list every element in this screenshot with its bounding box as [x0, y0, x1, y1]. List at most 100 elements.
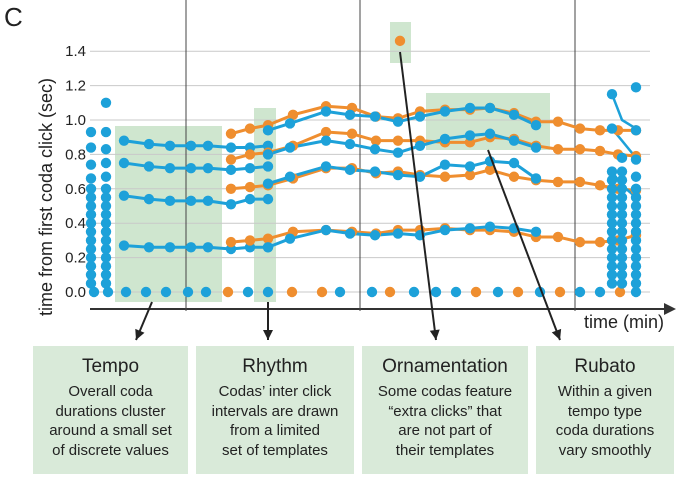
- data-point: [369, 230, 381, 241]
- data-point: [320, 224, 332, 236]
- data-point: [100, 243, 112, 255]
- data-point: [100, 126, 112, 138]
- data-point: [262, 286, 274, 298]
- data-point: [616, 152, 628, 164]
- card-title: Tempo: [81, 356, 140, 377]
- data-point: [85, 159, 97, 170]
- card-line: around a small set: [49, 422, 172, 439]
- data-point: [606, 261, 618, 272]
- data-point: [370, 135, 382, 146]
- data-point: [262, 178, 274, 189]
- data-point: [630, 209, 642, 220]
- data-point: [484, 102, 496, 114]
- data-point: [508, 135, 520, 146]
- card-line: are not part of: [398, 422, 492, 439]
- data-point: [439, 106, 451, 117]
- data-point: [284, 233, 296, 244]
- data-point: [85, 209, 97, 220]
- data-point: [616, 261, 628, 272]
- data-point: [630, 235, 642, 246]
- data-point: [574, 236, 586, 248]
- data-point: [344, 164, 356, 176]
- data-point: [616, 243, 628, 255]
- arrowhead: [551, 328, 562, 340]
- data-point: [320, 126, 332, 138]
- data-point: [320, 161, 332, 172]
- arrowhead: [263, 330, 273, 340]
- data-point: [262, 125, 274, 136]
- data-point: [616, 226, 628, 237]
- data-point: [616, 209, 628, 220]
- data-point: [606, 226, 618, 237]
- data-point: [616, 175, 628, 186]
- data-point: [164, 242, 176, 253]
- data-point: [439, 224, 451, 236]
- data-point: [100, 200, 112, 212]
- card-title: Rubato: [574, 356, 636, 377]
- data-point: [143, 193, 155, 205]
- data-point: [143, 161, 155, 172]
- data-point: [222, 286, 234, 298]
- data-point: [262, 242, 274, 253]
- card-line: Some codas feature: [377, 383, 513, 400]
- data-point: [594, 125, 606, 136]
- data-point: [606, 89, 618, 100]
- data-point: [630, 192, 642, 203]
- card-line: Overall coda: [68, 383, 153, 400]
- card-line: Within a given: [557, 383, 653, 400]
- data-point: [225, 236, 237, 248]
- data-point: [242, 286, 254, 298]
- card-tempo: Tempo Overall coda durations cluster aro…: [33, 346, 188, 474]
- data-point: [530, 142, 542, 153]
- data-point: [100, 183, 112, 194]
- data-point: [616, 183, 628, 194]
- data-point: [225, 154, 237, 165]
- data-point: [85, 261, 97, 272]
- data-point: [262, 149, 274, 160]
- card-line: of discrete values: [52, 441, 169, 459]
- data-point: [320, 106, 332, 117]
- y-tick-label: 0.6: [65, 181, 86, 198]
- data-point: [85, 142, 97, 153]
- data-point: [606, 192, 618, 203]
- data-point: [512, 286, 524, 298]
- data-point: [225, 199, 237, 210]
- data-point: [630, 125, 642, 136]
- section-dividers: [185, 0, 576, 311]
- data-point: [484, 164, 496, 176]
- data-point: [439, 159, 451, 170]
- y-tick-label: 1.4: [65, 43, 86, 60]
- data-point: [85, 243, 97, 255]
- data-point: [244, 149, 256, 160]
- panel-label: C: [4, 2, 23, 32]
- y-tick-label: 0.2: [65, 250, 86, 267]
- data-point: [464, 130, 476, 141]
- data-point: [384, 286, 396, 298]
- data-point: [160, 286, 172, 298]
- data-point: [369, 111, 381, 122]
- data-point: [100, 261, 112, 272]
- data-point: [616, 252, 628, 263]
- data-point: [185, 140, 197, 151]
- card-line: “extra clicks” that: [388, 402, 502, 420]
- data-point: [464, 169, 476, 181]
- data-point: [574, 286, 586, 298]
- data-point: [552, 231, 564, 243]
- data-point: [320, 135, 332, 146]
- data-point: [85, 235, 97, 246]
- data-point: [630, 243, 642, 255]
- data-point: [102, 286, 114, 298]
- data-point: [100, 218, 112, 229]
- card-line: coda durations: [555, 422, 655, 439]
- data-point: [616, 235, 628, 246]
- data-point: [244, 123, 256, 134]
- data-point: [439, 171, 451, 182]
- card-title: Rhythm: [242, 356, 308, 377]
- x-axis-title: time (min): [584, 312, 664, 332]
- data-point: [574, 176, 586, 188]
- data-point: [100, 171, 112, 182]
- data-point: [552, 116, 564, 127]
- data-point: [392, 169, 404, 181]
- data-point: [616, 200, 628, 212]
